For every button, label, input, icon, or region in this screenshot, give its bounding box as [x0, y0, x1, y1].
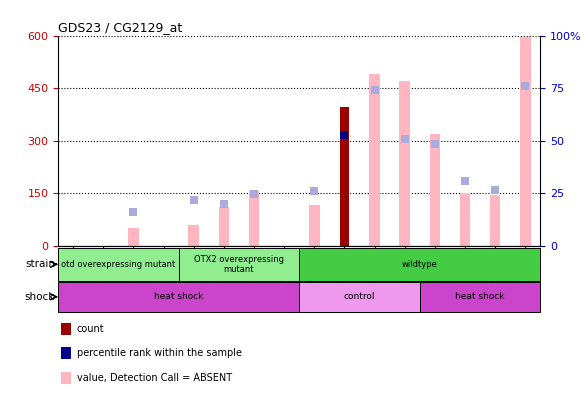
Bar [460, 193, 470, 246]
Point [129, 209, 138, 215]
Bar [299, 282, 420, 312]
Text: GDS23 / CG2129_at: GDS23 / CG2129_at [58, 21, 182, 34]
Bar [188, 225, 199, 246]
Bar [429, 133, 440, 246]
Text: strain: strain [25, 259, 55, 269]
Point [430, 141, 439, 147]
Point [310, 188, 319, 194]
Point [249, 190, 259, 197]
Bar [299, 248, 540, 281]
Text: percentile rank within the sample: percentile rank within the sample [77, 348, 242, 358]
Point [460, 178, 469, 184]
Bar [128, 228, 139, 246]
Bar [218, 207, 229, 246]
Bar [58, 282, 299, 312]
Point [189, 197, 198, 203]
Point [521, 83, 530, 89]
Text: wildtype: wildtype [402, 260, 437, 269]
Bar [370, 74, 380, 246]
Bar [58, 248, 179, 281]
Bar [340, 107, 349, 246]
Point [340, 132, 349, 139]
Text: OTX2 overexpressing
mutant: OTX2 overexpressing mutant [194, 255, 284, 274]
Bar [490, 195, 500, 246]
Bar [420, 282, 540, 312]
Bar [399, 81, 410, 246]
Text: otd overexpressing mutant: otd overexpressing mutant [61, 260, 175, 269]
Text: heat shock: heat shock [456, 292, 505, 301]
Point [490, 187, 500, 193]
Text: shock: shock [25, 292, 55, 302]
Text: count: count [77, 324, 105, 334]
Bar [179, 248, 299, 281]
Bar [249, 191, 259, 246]
Point [219, 200, 228, 207]
Bar [520, 37, 530, 246]
Text: heat shock: heat shock [154, 292, 203, 301]
Point [370, 87, 379, 93]
Point [400, 136, 410, 142]
Bar [309, 205, 320, 246]
Text: value, Detection Call = ABSENT: value, Detection Call = ABSENT [77, 373, 232, 383]
Text: control: control [344, 292, 375, 301]
